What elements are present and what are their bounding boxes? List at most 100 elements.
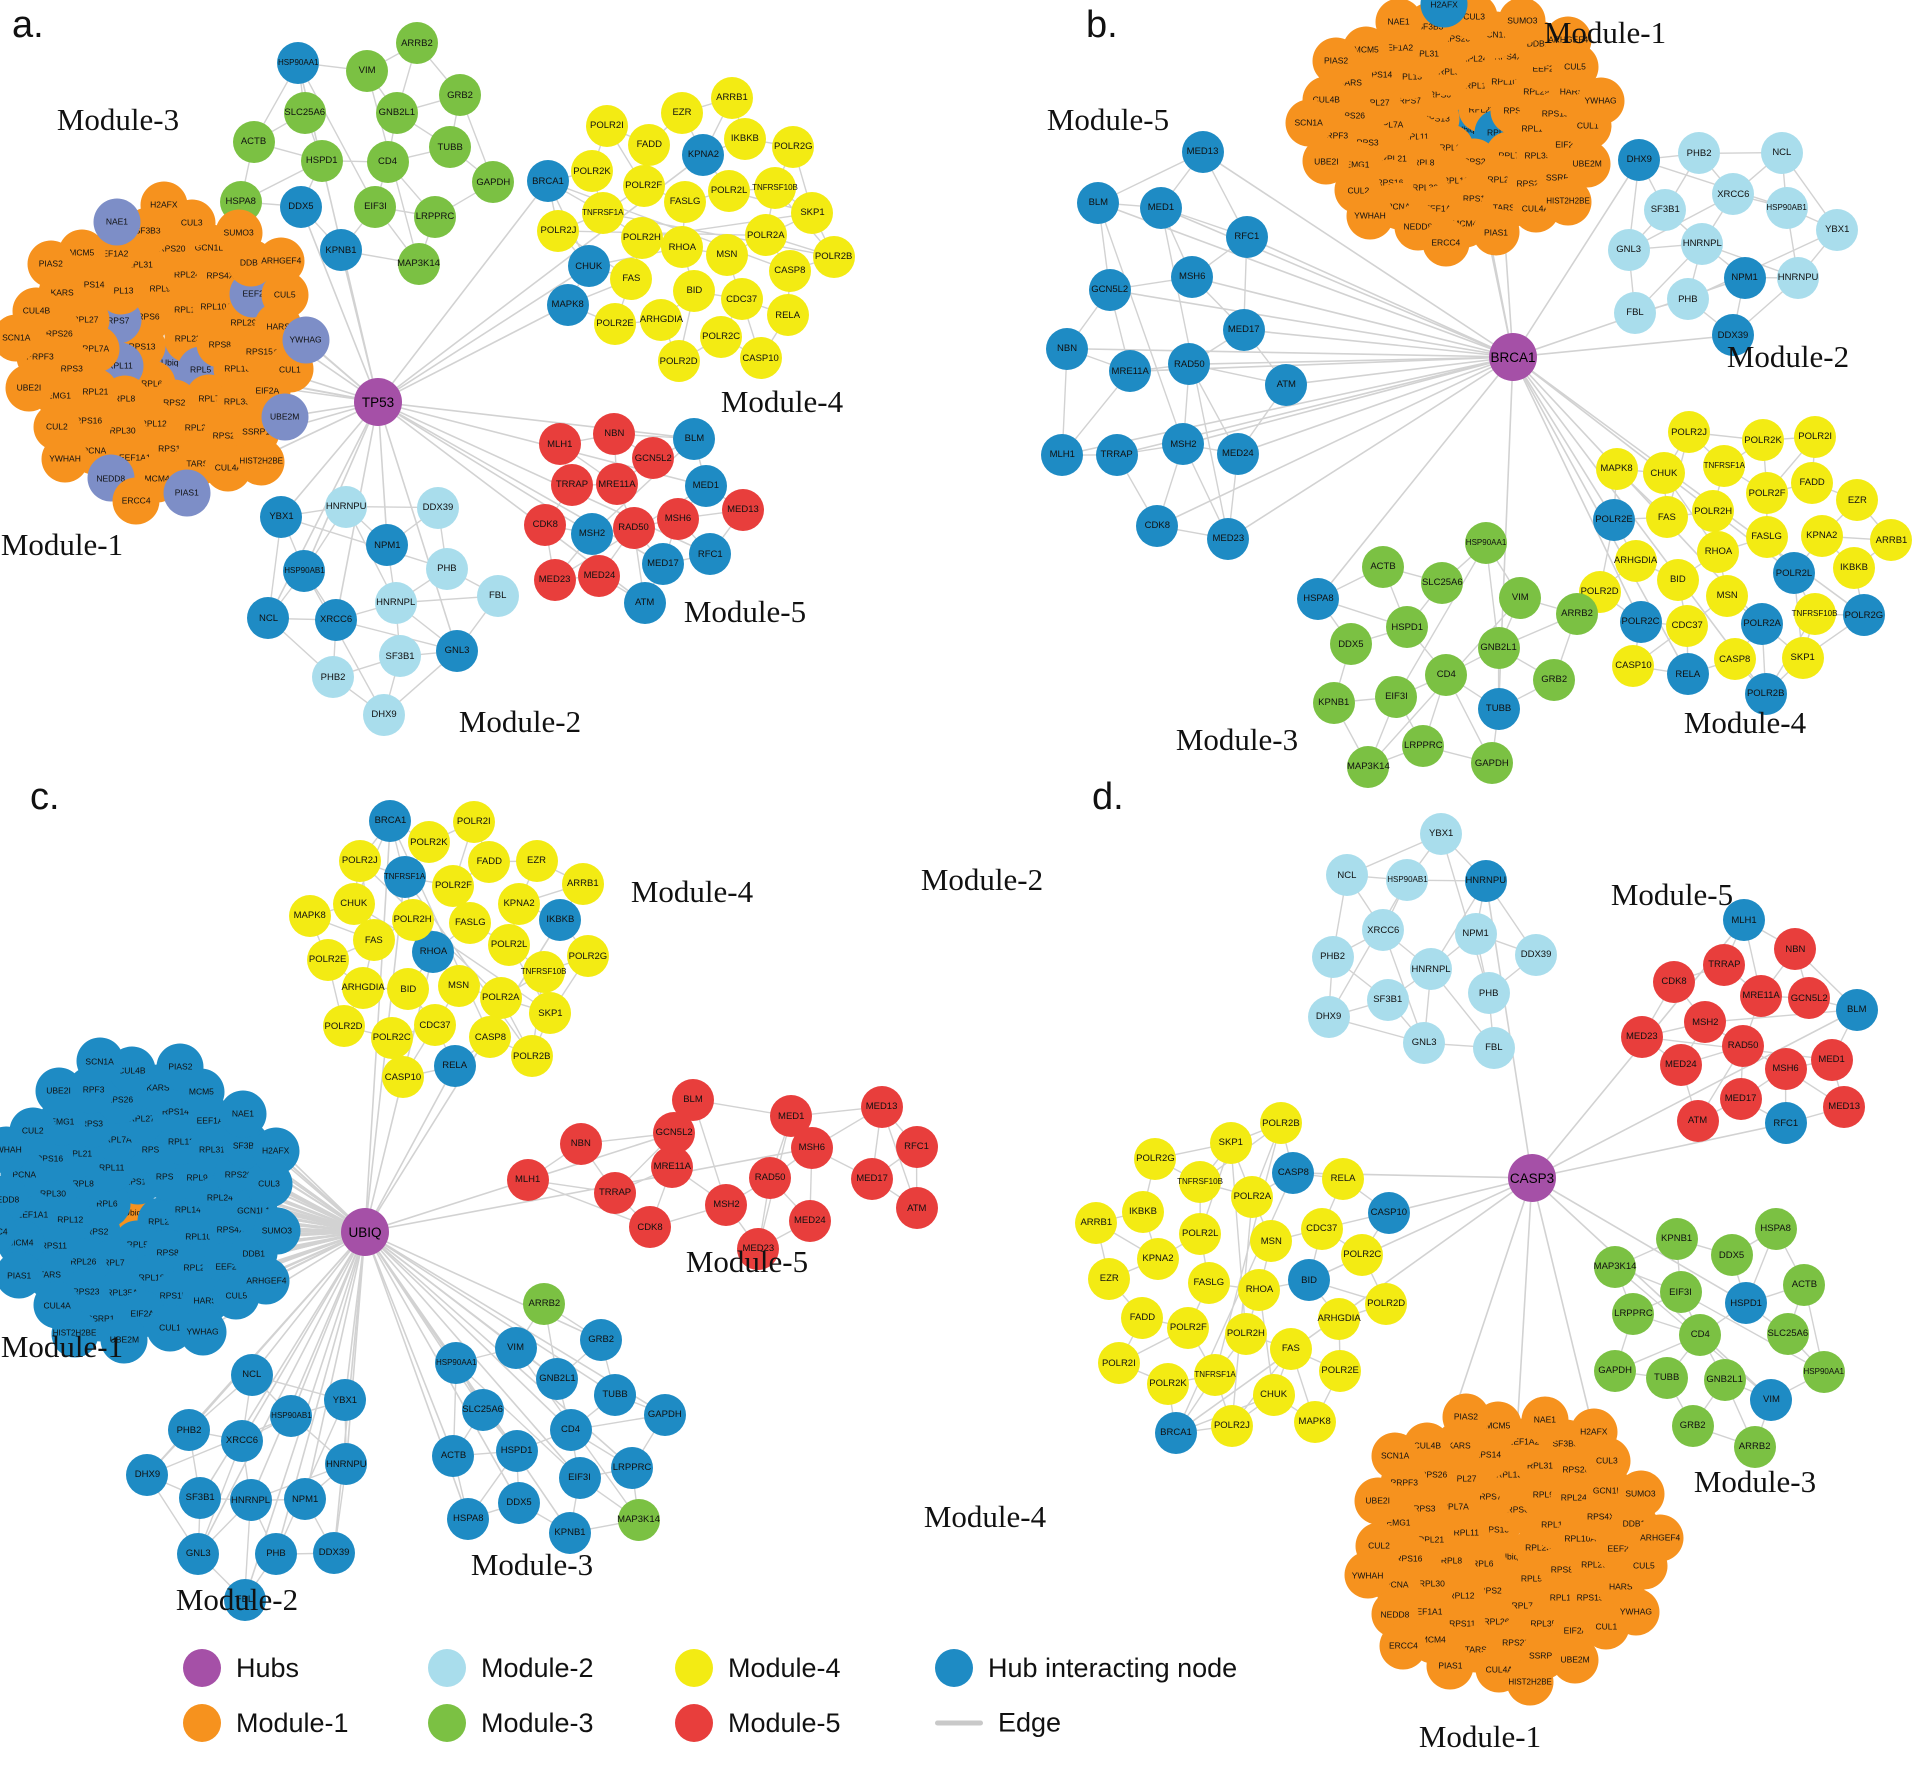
- node-polr2e[interactable]: POLR2E: [1319, 1349, 1362, 1392]
- node-hspd1[interactable]: HSPD1: [1725, 1282, 1768, 1325]
- node-atm[interactable]: ATM: [895, 1187, 938, 1230]
- node-ercc4[interactable]: ERCC4: [1422, 219, 1470, 267]
- node-cd4[interactable]: CD4: [366, 141, 409, 184]
- node-tnfrsf1a[interactable]: TNFRSF1A: [581, 191, 624, 234]
- node-hsp90aa1[interactable]: HSP90AA1: [1465, 522, 1508, 565]
- node-phb2[interactable]: PHB2: [168, 1409, 210, 1452]
- node-polr2g[interactable]: POLR2G: [772, 125, 815, 168]
- node-eif3i[interactable]: EIF3I: [558, 1457, 601, 1500]
- node-nae1[interactable]: NAE1: [1521, 1396, 1569, 1444]
- node-msn[interactable]: MSN: [1250, 1220, 1293, 1263]
- node-kpnb1[interactable]: KPNB1: [319, 229, 362, 272]
- node-ddx5[interactable]: DDX5: [279, 185, 322, 228]
- node-med1[interactable]: MED1: [1139, 186, 1182, 229]
- node-mapk8[interactable]: MAPK8: [546, 283, 589, 326]
- node-mre11a[interactable]: MRE11A: [595, 463, 638, 506]
- node-fadd[interactable]: FADD: [1121, 1296, 1164, 1339]
- node-med23[interactable]: MED23: [533, 558, 576, 601]
- node-polr2c[interactable]: POLR2C: [370, 1016, 413, 1059]
- node-map3k14[interactable]: MAP3K14: [1594, 1245, 1636, 1288]
- node-npm1[interactable]: NPM1: [1454, 912, 1497, 955]
- node-ube2m[interactable]: UBE2M: [261, 393, 309, 441]
- node-ddx5[interactable]: DDX5: [1710, 1234, 1753, 1277]
- node-chuk[interactable]: CHUK: [332, 883, 375, 926]
- node-arhgdia[interactable]: ARHGDIA: [341, 966, 385, 1009]
- node-fas[interactable]: FAS: [352, 919, 395, 962]
- node-ikbkb[interactable]: IKBKB: [1833, 546, 1876, 589]
- node-arrb1[interactable]: ARRB1: [710, 76, 753, 119]
- node-trrap[interactable]: TRRAP: [594, 1171, 637, 1214]
- node-ywhah[interactable]: YWHAH: [1344, 1551, 1392, 1599]
- node-med17[interactable]: MED17: [1719, 1078, 1762, 1120]
- node-ywhag[interactable]: YWHAG: [1612, 1588, 1660, 1636]
- node-fadd[interactable]: FADD: [1791, 461, 1834, 504]
- node-dhx9[interactable]: DHX9: [363, 694, 406, 737]
- node-npm1[interactable]: NPM1: [366, 524, 409, 567]
- node-hsp90aa1[interactable]: HSP90AA1: [1802, 1351, 1845, 1394]
- node-rhoa[interactable]: RHOA: [1697, 531, 1740, 574]
- node-gnl3[interactable]: GNL3: [436, 629, 479, 672]
- node-phb2[interactable]: PHB2: [312, 656, 355, 699]
- node-blm[interactable]: BLM: [1835, 988, 1878, 1031]
- node-rfc1[interactable]: RFC1: [1764, 1102, 1807, 1145]
- node-msh2[interactable]: MSH2: [1684, 1001, 1727, 1044]
- node-polr2i[interactable]: POLR2I: [452, 800, 495, 843]
- node-chuk[interactable]: CHUK: [567, 245, 610, 288]
- node-ikbkb[interactable]: IKBKB: [1121, 1190, 1164, 1233]
- node-hsp90ab1[interactable]: HSP90AB1: [1765, 186, 1808, 229]
- node-dhx9[interactable]: DHX9: [1307, 996, 1350, 1039]
- node-ercc4[interactable]: ERCC4: [112, 477, 160, 525]
- node-msh6[interactable]: MSH6: [656, 497, 699, 540]
- node-hspd1[interactable]: HSPD1: [495, 1430, 538, 1473]
- node-rfc1[interactable]: RFC1: [689, 533, 732, 576]
- node-arrb2[interactable]: ARRB2: [1556, 592, 1599, 635]
- node-arrb1[interactable]: ARRB1: [1075, 1201, 1118, 1244]
- node-scn1a[interactable]: SCN1A: [76, 1037, 124, 1085]
- node-gapdh[interactable]: GAPDH: [1470, 742, 1513, 785]
- node-actb[interactable]: ACTB: [432, 1434, 475, 1477]
- node-polr2d[interactable]: POLR2D: [322, 1005, 365, 1048]
- node-map3k14[interactable]: MAP3K14: [397, 243, 440, 286]
- node-polr2g[interactable]: POLR2G: [1842, 594, 1885, 637]
- node-ncl[interactable]: NCL: [1325, 854, 1368, 897]
- node-scn1a[interactable]: SCN1A: [1285, 99, 1333, 147]
- node-bid[interactable]: BID: [673, 270, 716, 313]
- node-hspd1[interactable]: HSPD1: [300, 139, 343, 182]
- node-cdc37[interactable]: CDC37: [1666, 605, 1709, 648]
- node-casp10[interactable]: CASP10: [381, 1056, 424, 1099]
- node-med17[interactable]: MED17: [641, 543, 684, 586]
- node-ybx1[interactable]: YBX1: [323, 1379, 366, 1422]
- node-kpnb1[interactable]: KPNB1: [1312, 681, 1355, 724]
- node-med1[interactable]: MED1: [1810, 1038, 1853, 1081]
- node-msh2[interactable]: MSH2: [705, 1183, 748, 1226]
- node-tubb[interactable]: TUBB: [1645, 1357, 1688, 1400]
- node-chuk[interactable]: CHUK: [1642, 452, 1685, 495]
- node-mapk8[interactable]: MAPK8: [1293, 1400, 1336, 1443]
- node-skp1[interactable]: SKP1: [529, 992, 572, 1035]
- node-kpna2[interactable]: KPNA2: [1800, 515, 1843, 558]
- node-tnfrsf1a[interactable]: TNFRSF1A: [1194, 1354, 1237, 1397]
- node-gnb2l1[interactable]: GNB2L1: [375, 92, 418, 135]
- node-dhx9[interactable]: DHX9: [126, 1454, 169, 1497]
- node-med13[interactable]: MED13: [721, 489, 764, 532]
- node-arrb2[interactable]: ARRB2: [1733, 1426, 1776, 1469]
- node-fas[interactable]: FAS: [1269, 1328, 1312, 1370]
- node-npm1[interactable]: NPM1: [1723, 256, 1766, 299]
- node-h2afx[interactable]: H2AFX: [252, 1127, 300, 1175]
- node-polr2l[interactable]: POLR2L: [708, 170, 751, 213]
- node-ube2i[interactable]: UBE2I: [5, 364, 53, 412]
- node-gapdh[interactable]: GAPDH: [1594, 1350, 1637, 1393]
- node-hnrnpl[interactable]: HNRNPL: [1681, 222, 1724, 265]
- node-polr2f[interactable]: POLR2F: [432, 864, 475, 907]
- node-polr2c[interactable]: POLR2C: [1619, 600, 1662, 643]
- node-gcn5l2[interactable]: GCN5L2: [632, 437, 675, 480]
- hub-brca1[interactable]: BRCA1: [1489, 333, 1537, 381]
- node-med24[interactable]: MED24: [1659, 1043, 1702, 1086]
- node-ncl[interactable]: NCL: [230, 1354, 273, 1397]
- node-polr2a[interactable]: POLR2A: [1741, 602, 1784, 645]
- node-atm[interactable]: ATM: [1265, 363, 1308, 406]
- node-arrb1[interactable]: ARRB1: [561, 862, 604, 905]
- node-rela[interactable]: RELA: [1666, 653, 1709, 696]
- node-polr2i[interactable]: POLR2I: [1794, 415, 1837, 458]
- node-ezr[interactable]: EZR: [515, 840, 558, 883]
